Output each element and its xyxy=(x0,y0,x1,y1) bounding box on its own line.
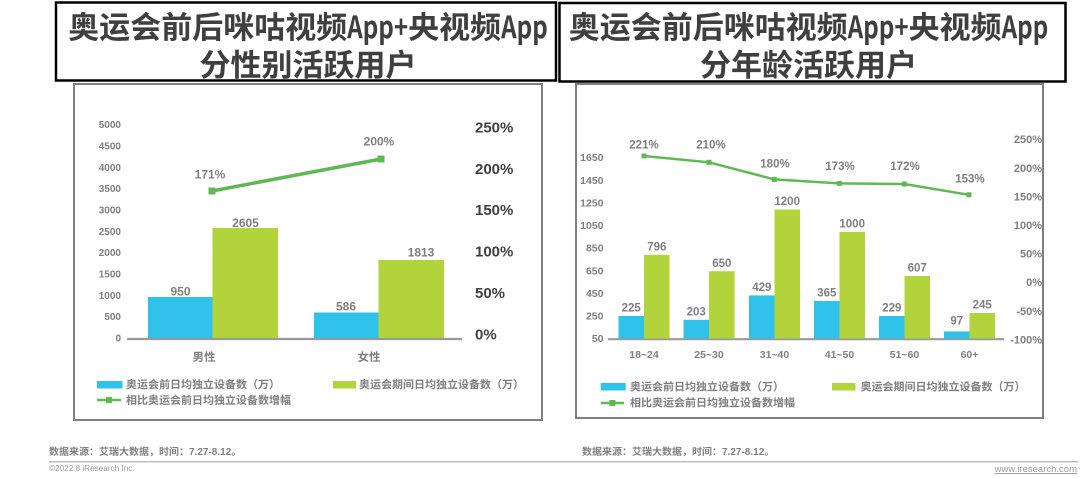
svg-text:450: 450 xyxy=(586,288,604,300)
svg-text:7.27-8.12: 7.27-8.12 xyxy=(722,447,765,458)
svg-text:3000: 3000 xyxy=(99,206,122,217)
svg-text:18~24: 18~24 xyxy=(629,349,659,361)
svg-text:4500: 4500 xyxy=(99,141,122,152)
svg-text:153%: 153% xyxy=(955,173,984,185)
svg-text:850: 850 xyxy=(586,243,604,255)
svg-text:250%: 250% xyxy=(1014,134,1042,146)
svg-text:200%: 200% xyxy=(475,161,513,178)
svg-text:5000: 5000 xyxy=(99,120,122,131)
svg-text:950: 950 xyxy=(170,285,190,299)
svg-text:1000: 1000 xyxy=(839,219,865,231)
svg-text:250%: 250% xyxy=(475,120,513,137)
svg-text:1450: 1450 xyxy=(580,175,604,187)
svg-text:172%: 172% xyxy=(890,161,919,173)
svg-text:650: 650 xyxy=(586,265,604,277)
svg-text:1813: 1813 xyxy=(408,246,435,260)
svg-text:225: 225 xyxy=(622,303,642,315)
svg-text:1650: 1650 xyxy=(580,152,604,164)
svg-text:97: 97 xyxy=(950,316,963,328)
svg-text:1050: 1050 xyxy=(580,220,604,232)
svg-text:203: 203 xyxy=(687,306,706,318)
svg-text:www.iresearch.com: www.iresearch.com xyxy=(994,464,1077,475)
svg-text:796: 796 xyxy=(647,242,666,254)
svg-text:25~30: 25~30 xyxy=(694,349,724,361)
svg-text:3500: 3500 xyxy=(99,184,122,195)
svg-text:200%: 200% xyxy=(1014,163,1042,175)
svg-text:51~60: 51~60 xyxy=(890,349,920,361)
svg-text:500: 500 xyxy=(104,312,121,323)
svg-text:-50%: -50% xyxy=(1016,306,1042,318)
svg-text:1000: 1000 xyxy=(99,291,122,302)
svg-text:221%: 221% xyxy=(629,140,658,152)
svg-text:0%: 0% xyxy=(1026,277,1042,289)
svg-text:0: 0 xyxy=(115,334,121,345)
svg-text:250: 250 xyxy=(586,311,604,323)
svg-text:210%: 210% xyxy=(696,140,725,152)
svg-text:0%: 0% xyxy=(475,326,497,343)
svg-text:4000: 4000 xyxy=(99,163,122,174)
svg-text:7.27-8.12: 7.27-8.12 xyxy=(189,447,232,458)
svg-text:41~50: 41~50 xyxy=(825,349,855,361)
svg-text:180%: 180% xyxy=(760,159,789,171)
svg-text:31~40: 31~40 xyxy=(760,349,790,361)
svg-text:1250: 1250 xyxy=(580,197,604,209)
svg-text:100%: 100% xyxy=(1014,220,1042,232)
svg-text:2500: 2500 xyxy=(99,227,122,238)
svg-text:100%: 100% xyxy=(475,244,513,261)
svg-text:429: 429 xyxy=(752,282,771,294)
svg-text:60+: 60+ xyxy=(961,349,979,361)
svg-text:50: 50 xyxy=(592,333,604,345)
svg-text:365: 365 xyxy=(817,288,837,300)
svg-text:-100%: -100% xyxy=(1010,334,1042,346)
svg-text:150%: 150% xyxy=(475,202,513,219)
svg-text:245: 245 xyxy=(973,300,993,312)
svg-text:©2022.8 iResearch Inc.: ©2022.8 iResearch Inc. xyxy=(49,464,135,473)
svg-text:50%: 50% xyxy=(1020,249,1042,261)
svg-text:171%: 171% xyxy=(195,168,226,182)
svg-text:2000: 2000 xyxy=(99,248,122,259)
svg-text:650: 650 xyxy=(712,258,731,270)
svg-text:2605: 2605 xyxy=(232,216,259,230)
svg-text:50%: 50% xyxy=(475,285,505,302)
svg-text:607: 607 xyxy=(908,263,927,275)
svg-text:1500: 1500 xyxy=(99,270,122,281)
svg-text:200%: 200% xyxy=(364,135,395,149)
svg-text:586: 586 xyxy=(336,300,356,314)
svg-text:173%: 173% xyxy=(825,161,854,173)
svg-text:150%: 150% xyxy=(1014,191,1042,203)
svg-text:229: 229 xyxy=(882,303,901,315)
svg-text:1200: 1200 xyxy=(774,196,800,208)
